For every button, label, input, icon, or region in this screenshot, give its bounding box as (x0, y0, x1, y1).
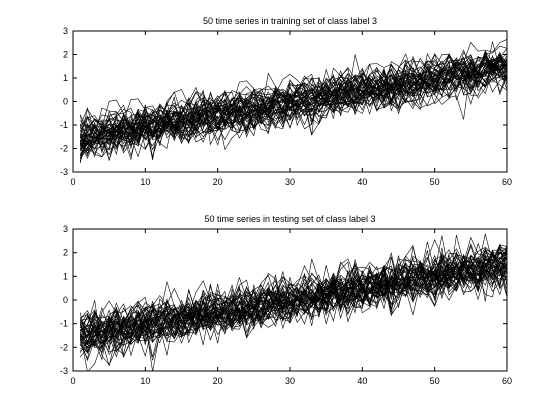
series-line (79, 50, 507, 150)
series-line (79, 234, 507, 343)
x-tick-label: 40 (357, 376, 367, 386)
y-tick-label: 2 (63, 248, 68, 258)
x-tick-label: 30 (285, 376, 295, 386)
series-line (80, 56, 507, 157)
x-tick-label: 10 (140, 376, 150, 386)
x-tick-label: 0 (70, 376, 75, 386)
y-tick-label: 2 (63, 50, 68, 60)
x-tick-label: 60 (502, 376, 512, 386)
series-line (79, 251, 507, 354)
y-tick-label: -3 (60, 366, 68, 376)
series-line (79, 247, 507, 335)
x-tick-label: 0 (70, 177, 75, 187)
chart-title-2: 50 time series in testing set of class l… (204, 214, 375, 224)
x-tick-label: 10 (140, 177, 150, 187)
series-line (79, 245, 507, 344)
series-line (79, 54, 507, 139)
y-tick-label: -2 (60, 144, 68, 154)
series-line (79, 256, 507, 348)
series-group-1 (79, 39, 507, 164)
series-line (80, 247, 507, 328)
y-tick-label: -3 (60, 167, 68, 177)
x-tick-label: 50 (430, 177, 440, 187)
y-tick-label: 3 (63, 26, 68, 36)
y-tick-label: 1 (63, 271, 68, 281)
series-line (79, 51, 507, 160)
x-tick-label: 60 (502, 177, 512, 187)
series-line (79, 59, 507, 156)
x-tick-label: 30 (285, 177, 295, 187)
series-line (80, 256, 507, 353)
x-tick-label: 50 (430, 376, 440, 386)
x-tick-label: 20 (213, 177, 223, 187)
y-tick-label: -1 (60, 120, 68, 130)
series-line (79, 61, 507, 162)
series-line (80, 261, 507, 345)
chart-title-1: 50 time series in training set of class … (203, 16, 377, 26)
series-line (79, 254, 507, 339)
y-tick-label: 3 (63, 224, 68, 234)
series-line (80, 71, 507, 158)
series-group-2 (79, 233, 507, 371)
y-tick-label: 0 (63, 295, 68, 305)
series-line (79, 255, 507, 367)
series-line (79, 54, 507, 150)
y-tick-label: 0 (63, 97, 68, 107)
series-line (79, 53, 507, 142)
x-tick-label: 20 (213, 376, 223, 386)
series-line (79, 70, 507, 158)
subplot-2: 50 time series in testing set of class l… (60, 214, 512, 386)
y-tick-label: -1 (60, 319, 68, 329)
y-tick-label: -2 (60, 342, 68, 352)
series-line (80, 59, 507, 158)
x-tick-label: 40 (357, 177, 367, 187)
y-tick-label: 1 (63, 73, 68, 83)
series-line (79, 253, 507, 344)
subplot-1: 50 time series in training set of class … (60, 16, 512, 187)
series-line (80, 249, 507, 342)
series-line (80, 53, 507, 139)
